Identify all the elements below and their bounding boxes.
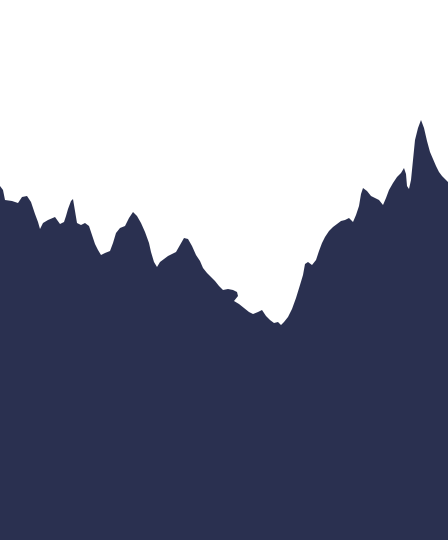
- ridge-shape: [0, 120, 448, 540]
